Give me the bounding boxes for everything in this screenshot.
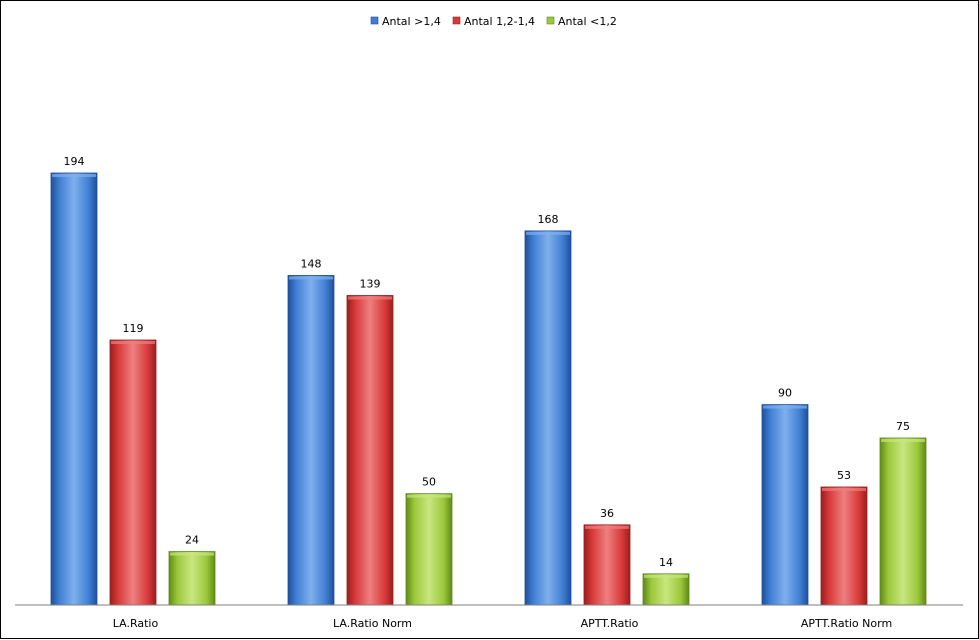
data-label-3-2: 36	[600, 507, 614, 520]
bar-cap-1-1	[52, 174, 96, 177]
data-label-2-1: 148	[301, 257, 322, 270]
category-label-3: APTT.Ratio	[581, 617, 639, 630]
legend-label-1: Antal >1,4	[382, 15, 441, 28]
bar-3-1	[524, 230, 572, 606]
data-label-1-1: 194	[64, 155, 85, 168]
data-label-4-2: 53	[837, 469, 851, 482]
data-label-1-3: 24	[185, 534, 199, 547]
category-labels: LA.Ratio LA.Ratio Norm APTT.Ratio APTT.Rati…	[113, 617, 892, 630]
bar-1-3	[168, 551, 216, 606]
bar-1-1	[50, 172, 98, 606]
legend-swatch-2	[452, 16, 461, 25]
category-label-2: LA.Ratio Norm	[333, 617, 412, 630]
legend-label-2: Antal 1,2-1,4	[464, 15, 535, 28]
bar-1-2	[109, 339, 157, 606]
bar-cap-1-2	[111, 341, 155, 345]
data-label-4-1: 90	[778, 387, 792, 400]
bar-cap-2-2	[348, 296, 392, 300]
bar-3-3	[642, 573, 690, 606]
bar-cap-1-3	[170, 552, 214, 556]
bar-2-3	[405, 493, 453, 606]
data-label-3-3: 14	[659, 556, 673, 569]
data-label-4-3: 75	[896, 420, 910, 433]
bar-cap-3-1	[526, 231, 570, 235]
bar-cap-3-2	[585, 525, 629, 529]
legend-swatch-1	[370, 16, 379, 25]
bars: 194 119 24 148 139 50 168 36 14 90 53 75	[50, 155, 927, 606]
bar-cap-2-1	[289, 276, 333, 280]
bar-cap-4-2	[822, 487, 866, 491]
data-label-2-3: 50	[422, 476, 436, 489]
data-label-3-1: 168	[538, 213, 559, 226]
data-label-2-2: 139	[360, 277, 381, 290]
legend: Antal >1,4 Antal 1,2-1,4 Antal <1,2	[370, 15, 617, 28]
category-label-4: APTT.Ratio Norm	[801, 617, 892, 630]
legend-swatch-3	[546, 16, 555, 25]
legend-label-3: Antal <1,2	[558, 15, 617, 28]
bar-2-2	[346, 295, 394, 606]
data-label-1-2: 119	[123, 322, 144, 335]
bar-cap-4-1	[763, 405, 807, 409]
bar-4-2	[820, 486, 868, 606]
bar-4-3	[879, 437, 927, 606]
bar-3-2	[583, 524, 631, 606]
bar-cap-2-3	[407, 494, 451, 498]
bar-cap-4-3	[881, 438, 925, 442]
category-label-1: LA.Ratio	[113, 617, 159, 630]
bar-cap-3-3	[644, 574, 688, 578]
bar-4-1	[761, 404, 809, 606]
bar-2-1	[287, 275, 335, 606]
